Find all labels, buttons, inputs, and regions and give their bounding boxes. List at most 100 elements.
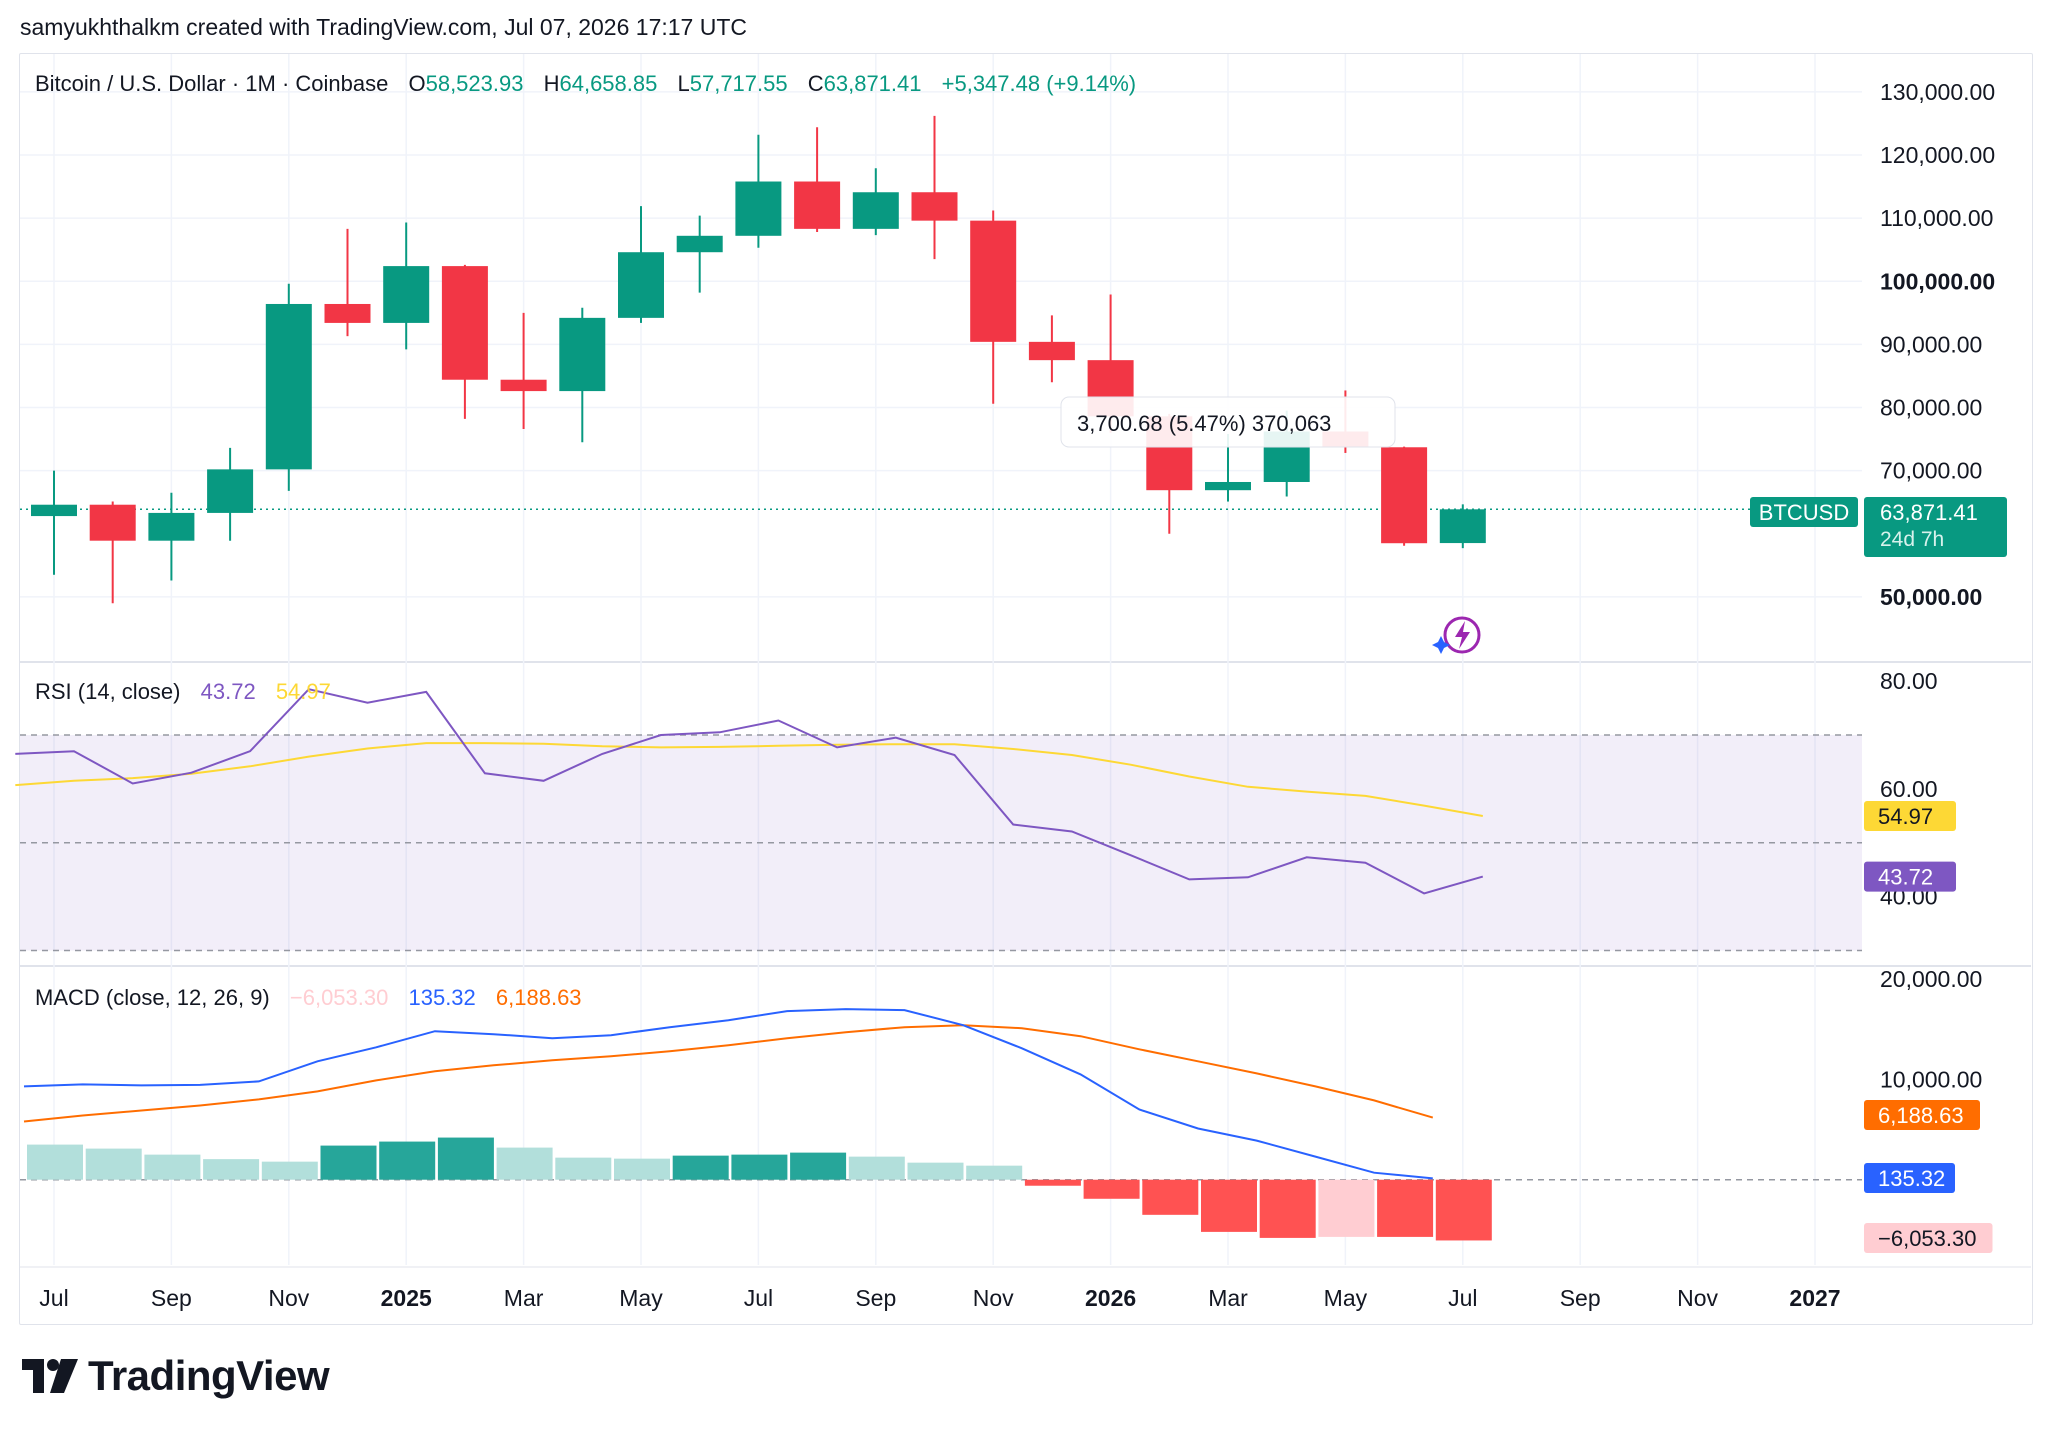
countdown-text: 24d 7h bbox=[1880, 528, 1944, 551]
x-tick-label: Sep bbox=[151, 1285, 192, 1311]
macd-tick-label: 20,000.00 bbox=[1880, 966, 1982, 992]
measure-tooltip: 3,700.68 (5.47%) 370,063 bbox=[1060, 396, 1396, 448]
rsi-title: RSI (14, close) bbox=[35, 679, 181, 704]
macd-histogram-bar bbox=[27, 1144, 83, 1180]
candle-body bbox=[383, 266, 430, 323]
candle[interactable] bbox=[618, 206, 664, 323]
candle[interactable] bbox=[324, 228, 371, 337]
candle[interactable] bbox=[852, 168, 899, 236]
open-value: 58,523.93 bbox=[426, 71, 524, 96]
rsi-ma-value: 54.97 bbox=[276, 679, 331, 704]
axes: Jul Sep Nov 2025 Mar May Jul Sep Nov 2026 Mar May Ju… bbox=[39, 79, 1995, 1311]
macd-histogram-bar bbox=[85, 1148, 142, 1180]
candle[interactable] bbox=[207, 447, 254, 541]
x-tick-label: Mar bbox=[1208, 1285, 1248, 1311]
macd-signal-badge bbox=[1864, 1100, 1980, 1130]
candle[interactable] bbox=[911, 115, 958, 260]
macd-histogram-bar bbox=[1318, 1179, 1375, 1237]
candle[interactable] bbox=[500, 312, 547, 429]
candle[interactable] bbox=[970, 210, 1017, 404]
macd-badge bbox=[1864, 1163, 1955, 1193]
macd-histogram-bar bbox=[731, 1154, 788, 1180]
macd-pane bbox=[20, 1008, 1862, 1241]
rsi-ma-badge bbox=[1864, 801, 1956, 832]
rsi-ma-line bbox=[15, 742, 1483, 817]
candle-body bbox=[207, 469, 254, 513]
candle[interactable] bbox=[1028, 315, 1075, 383]
high-label: H bbox=[544, 71, 560, 96]
rsi-value: 43.72 bbox=[201, 679, 256, 704]
high-value: 64,658.85 bbox=[559, 71, 657, 96]
candle-body bbox=[1381, 447, 1428, 544]
candle[interactable] bbox=[735, 134, 782, 248]
candle[interactable] bbox=[1439, 504, 1486, 549]
candle[interactable] bbox=[441, 264, 488, 419]
candle[interactable] bbox=[559, 307, 606, 443]
tradingview-logo-icon[interactable]: TradingView bbox=[22, 1352, 330, 1400]
macd-histogram-bar bbox=[1083, 1179, 1140, 1199]
x-tick-label: Nov bbox=[1677, 1285, 1718, 1311]
x-tick-label: Jul bbox=[1448, 1285, 1477, 1311]
price-tick-label: 70,000.00 bbox=[1880, 458, 1982, 484]
x-tick-label: 2027 bbox=[1789, 1285, 1840, 1311]
rsi-ma-badge-text: 54.97 bbox=[1878, 804, 1933, 829]
x-tick-label: 2025 bbox=[381, 1285, 432, 1311]
candle-body bbox=[500, 379, 547, 392]
rsi-tick-label: 80.00 bbox=[1880, 668, 1938, 694]
candle[interactable] bbox=[794, 127, 841, 233]
macd-hist-value: −6,053.30 bbox=[290, 985, 388, 1010]
candle[interactable] bbox=[1381, 446, 1428, 546]
candle[interactable] bbox=[383, 222, 430, 350]
macd-histogram-bar bbox=[437, 1137, 494, 1180]
price-tick-label: 80,000.00 bbox=[1880, 395, 1982, 421]
candle-body bbox=[735, 181, 782, 236]
candle[interactable] bbox=[31, 470, 77, 575]
x-tick-label: Sep bbox=[855, 1285, 896, 1311]
symbol-badge-text: BTCUSD bbox=[1759, 500, 1849, 525]
candle-body bbox=[1439, 509, 1486, 544]
macd-histogram-bar bbox=[320, 1145, 377, 1180]
candle-body bbox=[911, 192, 958, 221]
rsi-line bbox=[15, 688, 1484, 895]
macd-histogram-bar bbox=[555, 1157, 612, 1180]
macd-histogram-bar bbox=[203, 1159, 260, 1180]
close-value: 63,871.41 bbox=[824, 71, 922, 96]
price-tick-label: 100,000.00 bbox=[1880, 268, 1995, 294]
price-tick-label: 90,000.00 bbox=[1880, 331, 1982, 357]
x-tick-label: Jul bbox=[39, 1285, 68, 1311]
macd-histogram-bar bbox=[848, 1156, 905, 1180]
brand-name: TradingView bbox=[88, 1352, 330, 1399]
grid-lines bbox=[20, 54, 2031, 1268]
price-tick-label: 130,000.00 bbox=[1880, 79, 1995, 105]
x-tick-label: Nov bbox=[973, 1285, 1014, 1311]
candle-body bbox=[852, 192, 899, 229]
change-value: +5,347.48 (+9.14%) bbox=[942, 71, 1136, 96]
macd-legend[interactable]: MACD (close, 12, 26, 9) −6,053.30 135.32… bbox=[35, 985, 582, 1010]
close-label: C bbox=[808, 71, 824, 96]
macd-histogram-bar bbox=[1377, 1179, 1434, 1237]
candle[interactable] bbox=[148, 492, 195, 581]
candle[interactable] bbox=[676, 215, 723, 293]
sparkle-lightning-icon[interactable] bbox=[1432, 616, 1481, 654]
symbol-label: Bitcoin / U.S. Dollar · 1M · Coinbase bbox=[35, 71, 388, 96]
price-badge[interactable]: BTCUSD 63,871.41 24d 7h bbox=[1750, 497, 2007, 557]
rsi-legend[interactable]: RSI (14, close) 43.72 54.97 bbox=[35, 679, 331, 704]
macd-signal-badge-text: 6,188.63 bbox=[1878, 1103, 1964, 1128]
rsi-tick-label: 60.00 bbox=[1880, 776, 1938, 802]
candle-body bbox=[1028, 341, 1075, 361]
price-legend[interactable]: Bitcoin / U.S. Dollar · 1M · Coinbase O5… bbox=[35, 71, 1136, 96]
macd-histogram-badge bbox=[1864, 1223, 1993, 1253]
macd-tick-label: 10,000.00 bbox=[1880, 1066, 1982, 1092]
candle[interactable] bbox=[265, 283, 312, 491]
candle[interactable] bbox=[89, 501, 136, 604]
macd-histogram-bar bbox=[1142, 1179, 1199, 1215]
attribution-text: samyukhthalkm created with TradingView.c… bbox=[20, 14, 747, 40]
candle-body bbox=[559, 317, 606, 392]
last-price-text: 63,871.41 bbox=[1880, 500, 1978, 525]
macd-histogram-bar bbox=[614, 1158, 670, 1180]
candle-body bbox=[794, 181, 841, 229]
candle-body bbox=[324, 303, 371, 323]
macd-histogram-bar bbox=[261, 1161, 318, 1180]
symbol-badge bbox=[1750, 497, 1858, 527]
